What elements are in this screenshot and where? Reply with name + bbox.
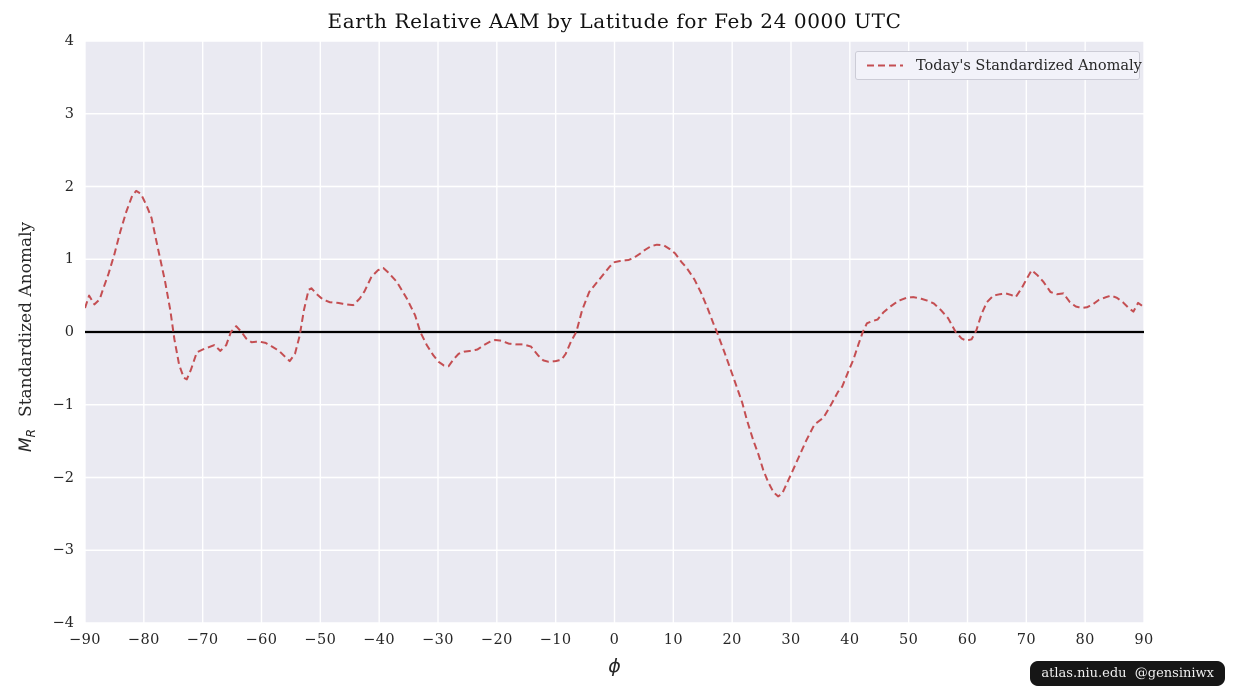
y-tick-label: 3 [64,105,74,122]
x-tick-label: −40 [363,632,396,648]
series-line [85,189,1144,498]
y-tick-label: −4 [52,615,74,631]
x-tick-label: 70 [1016,632,1036,648]
legend-label: Today's Standardized Anomaly [916,57,1142,74]
plot-area [85,41,1144,623]
x-tick-label: 50 [899,632,919,648]
ylabel-symbol: M [15,437,36,453]
y-tick-label: 1 [64,251,74,268]
x-tick-label: 80 [1075,632,1095,648]
y-axis-label: MR Standardized Anomaly [16,222,38,452]
ylabel-text: Standardized Anomaly [15,221,36,417]
x-tick-label: 20 [722,632,742,648]
x-axis-label: ϕ [608,655,621,677]
x-tick-label: 0 [609,632,620,648]
y-tick-label: −1 [52,396,74,413]
y-tick-label: −3 [52,542,74,559]
x-tick-label: 30 [781,632,801,648]
legend: Today's Standardized Anomaly [855,51,1142,80]
chart-title: Earth Relative AAM by Latitude for Feb 2… [327,9,902,33]
x-tick-label: −50 [304,632,337,648]
plot-svg [85,41,1144,623]
x-tick-label: −30 [422,632,454,648]
x-tick-label: 60 [957,632,978,648]
x-tick-label: −10 [539,632,572,648]
ylabel-math-symbol: MR [15,428,39,453]
x-tick-label: 40 [840,632,860,648]
legend-dash-sample [867,64,903,67]
watermark-badge: atlas.niu.edu @gensiniwx [1030,661,1225,686]
y-tick-label: 2 [64,178,74,195]
x-tick-label: −60 [245,632,278,648]
x-tick-label: −80 [127,632,160,648]
x-tick-label: 10 [663,632,683,648]
y-tick-label: 0 [64,324,74,340]
ylabel-subscript: R [24,428,39,438]
x-tick-label: −70 [186,632,219,648]
x-tick-label: −20 [480,632,513,648]
x-tick-label: −90 [69,632,101,648]
x-tick-label: 90 [1134,632,1154,648]
y-tick-label: −2 [52,469,74,486]
y-tick-label: 4 [64,33,74,49]
